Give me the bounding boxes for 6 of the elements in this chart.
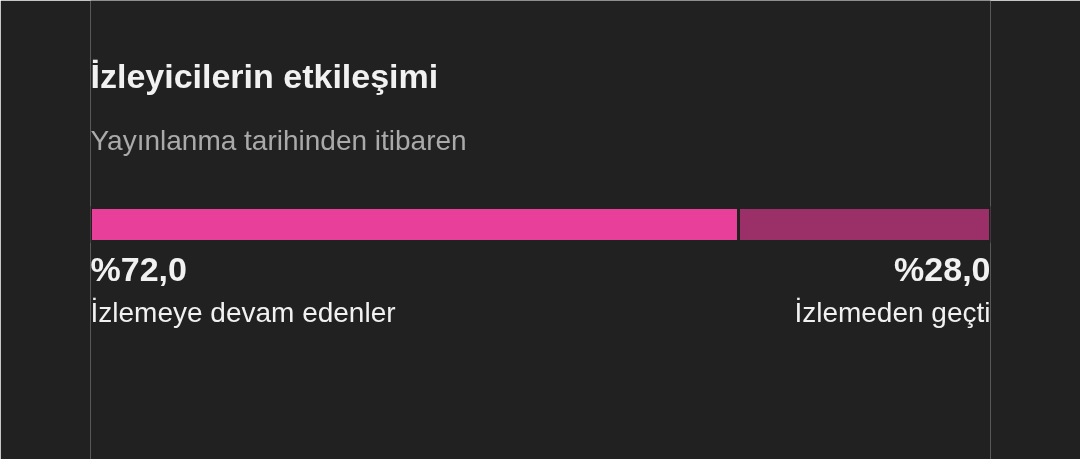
series-label: İzlemeden geçti xyxy=(794,297,991,328)
series-label: İzlemeye devam edenler xyxy=(90,297,396,328)
chart-title: İzleyicilerin etkileşimi xyxy=(90,56,439,95)
data-label: %72,0 xyxy=(90,249,187,288)
data-label: %28,0 xyxy=(894,249,991,288)
chart-subtitle: Yayınlanma tarihinden itibaren xyxy=(90,125,467,156)
